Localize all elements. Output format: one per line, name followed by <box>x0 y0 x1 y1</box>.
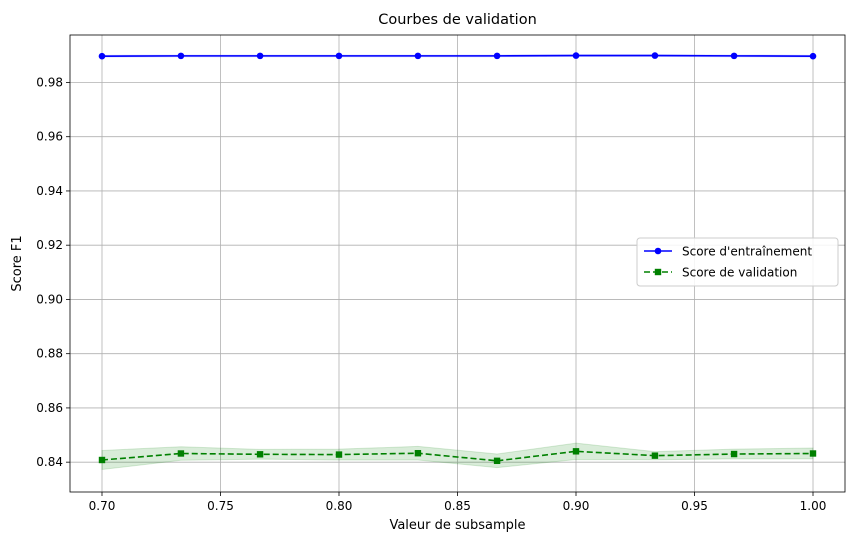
x-tick-label: 0.95 <box>681 499 708 513</box>
series-1-point <box>98 52 106 60</box>
series-2-point <box>730 450 738 458</box>
y-tick-label: 0.96 <box>36 130 63 144</box>
legend-label: Score de validation <box>682 266 797 280</box>
series-1-point <box>730 52 738 60</box>
x-tick-label: 0.80 <box>326 499 353 513</box>
x-axis-label: Valeur de subsample <box>389 518 525 533</box>
chart-title: Courbes de validation <box>378 12 537 28</box>
series-1-point <box>256 52 264 60</box>
legend-swatch-marker <box>654 268 662 276</box>
x-tick-label: 1.00 <box>800 499 827 513</box>
legend: Score d'entraînement Score de validation <box>636 237 839 287</box>
series-2-point <box>414 450 422 457</box>
x-tick-label: 0.70 <box>89 499 116 513</box>
x-tick-label: 0.75 <box>207 499 234 513</box>
legend-swatch-marker <box>654 247 662 255</box>
y-tick-label: 0.88 <box>36 347 63 361</box>
series-1-point <box>572 52 580 59</box>
series-2-point <box>98 456 106 464</box>
series-1-point <box>177 52 185 60</box>
axis-ticks: 0.70 0.75 0.80 0.85 0.90 0.95 1.00 0.84 0.86 0.88… <box>36 75 826 513</box>
x-tick-label: 0.90 <box>563 499 590 513</box>
series-1-line <box>101 54 814 57</box>
series-1-point <box>414 52 422 60</box>
series-markers <box>98 52 817 465</box>
series-2-point <box>256 451 264 458</box>
x-tick-label: 0.85 <box>444 499 471 513</box>
series-2-point <box>809 450 817 457</box>
series-1-point <box>651 52 659 59</box>
series-2-point <box>335 451 343 458</box>
series-lines <box>101 54 814 462</box>
y-tick-label: 0.86 <box>36 401 63 415</box>
series-2-line <box>101 450 814 462</box>
y-tick-label: 0.92 <box>36 238 63 252</box>
legend-label: Score d'entraînement <box>682 245 812 259</box>
legend-box <box>636 237 839 287</box>
series-2-point <box>572 448 580 455</box>
series-1-point <box>335 52 343 60</box>
series-2-point <box>493 457 501 465</box>
series-1-point <box>493 52 501 60</box>
series-1-point <box>809 52 817 60</box>
y-tick-label: 0.94 <box>36 184 63 198</box>
y-tick-label: 0.98 <box>36 75 63 89</box>
y-axis-label: Score F1 <box>10 235 25 291</box>
series-2-point <box>177 450 185 457</box>
series-2-point <box>651 452 659 459</box>
y-tick-label: 0.90 <box>36 292 63 306</box>
y-tick-label: 0.84 <box>36 455 63 469</box>
